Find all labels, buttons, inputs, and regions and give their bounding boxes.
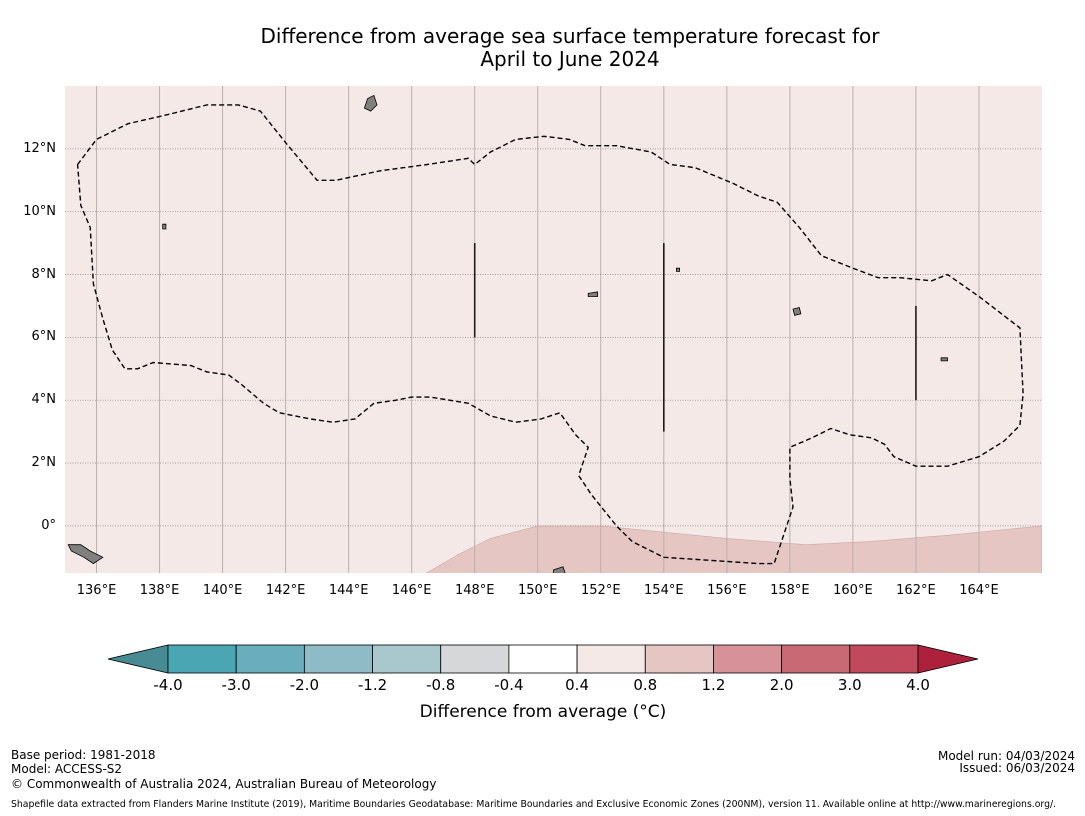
base-period-note: Base period: 1981-2018 (11, 748, 156, 762)
longitude-tick-label: 156°E (707, 583, 747, 598)
map-title-line-2: April to June 2024 (480, 47, 660, 71)
longitude-tick-label: 152°E (581, 583, 621, 598)
latitude-tick-label: 6°N (31, 329, 57, 345)
island-landmass (162, 223, 167, 230)
colorbar-low-extension (107, 644, 169, 674)
island-landmass (363, 94, 378, 112)
copyright-note: © Commonwealth of Australia 2024, Austra… (11, 777, 437, 791)
shapefile-attribution: Shapefile data extracted from Flanders M… (11, 799, 1057, 810)
colorbar-bin (508, 644, 578, 674)
longitude-tick-label: 140°E (202, 583, 243, 598)
colorbar-tick-label: -3.0 (221, 676, 251, 694)
island-landmass (676, 267, 680, 272)
longitude-tick-label: 162°E (896, 583, 936, 598)
longitude-tick-label: 146°E (391, 583, 432, 598)
colorbar-tick-label: 0.8 (633, 676, 658, 694)
colorbar-tick-label: -1.2 (357, 676, 388, 694)
colorbar-bin (372, 644, 442, 674)
longitude-tick-label: 136°E (76, 583, 117, 598)
colorbar-bin (849, 644, 919, 674)
longitude-tick-label: 148°E (454, 583, 495, 598)
eez-boundary (76, 104, 1024, 565)
colorbar-tick-label: 1.2 (701, 676, 726, 694)
colorbar-bin (781, 644, 851, 674)
latitude-tick-label: 10°N (23, 203, 56, 219)
island-landmass (587, 291, 598, 297)
latitude-tick-label: 2°N (31, 455, 57, 471)
colorbar-tick-label: -4.0 (153, 676, 183, 694)
colorbar-bin (713, 644, 783, 674)
colorbar-tick-label: -2.0 (289, 676, 319, 694)
longitude-tick-label: 150°E (517, 583, 558, 598)
longitude-tick-label: 158°E (770, 583, 810, 598)
island-landmass (792, 307, 802, 316)
island-landmass (67, 544, 104, 565)
map-title-line-1: Difference from average sea surface temp… (260, 24, 880, 48)
colorbar (107, 644, 979, 674)
issued-date: Issued: 06/03/2024 (959, 761, 1075, 775)
colorbar-bin (440, 644, 510, 674)
colorbar-tick-label: -0.8 (426, 676, 456, 694)
longitude-tick-label: 164°E (959, 583, 999, 598)
colorbar-bin (644, 644, 714, 674)
model-run-date: Model run: 04/03/2024 (937, 749, 1075, 763)
colorbar-tick-label: 0.4 (565, 676, 589, 694)
latitude-tick-label: 0° (41, 517, 56, 533)
colorbar-title: Difference from average (°C) (419, 702, 667, 722)
island-landmass (940, 357, 948, 362)
colorbar-bin (167, 644, 237, 674)
model-note: Model: ACCESS-S2 (11, 762, 123, 776)
island-landmass (553, 566, 566, 573)
colorbar-high-extension (917, 644, 979, 674)
colorbar-tick-label: 2.0 (769, 676, 794, 694)
colorbar-bin (303, 644, 373, 674)
latitude-tick-label: 4°N (31, 392, 57, 408)
longitude-tick-label: 154°E (644, 583, 684, 598)
longitude-tick-label: 142°E (265, 583, 306, 598)
longitude-tick-label: 160°E (833, 583, 873, 598)
longitude-tick-label: 144°E (328, 583, 369, 598)
longitude-tick-label: 138°E (139, 583, 180, 598)
colorbar-tick-label: 3.0 (837, 676, 862, 694)
sst-anomaly-map (65, 86, 1042, 573)
colorbar-tick-label: 4.0 (906, 676, 930, 694)
latitude-tick-label: 8°N (31, 266, 57, 282)
latitude-tick-label: 12°N (23, 140, 56, 156)
map-background (65, 86, 1042, 573)
colorbar-tick-label: -0.4 (494, 676, 524, 694)
colorbar-bin (576, 644, 646, 674)
colorbar-bin (235, 644, 305, 674)
